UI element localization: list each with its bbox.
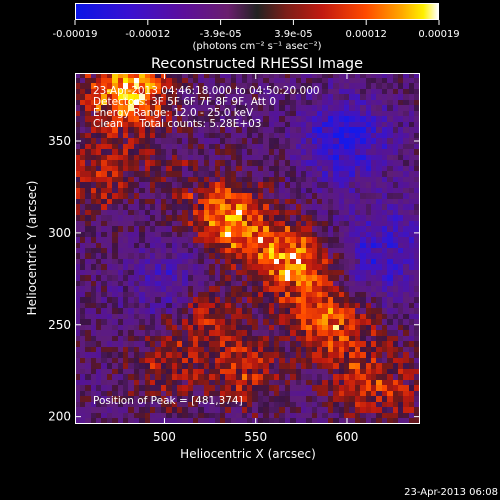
x-tick-label: 550 xyxy=(244,430,267,444)
plot-frame xyxy=(75,73,420,424)
x-tick-label: 600 xyxy=(336,430,359,444)
colorbar-unit-label: (photons cm⁻² s⁻¹ asec⁻²) xyxy=(192,41,321,52)
y-tick-label: 350 xyxy=(48,134,71,148)
annotation-clean-counts: Clean Total counts: 5.28E+03 xyxy=(93,118,262,130)
y-tick-label: 200 xyxy=(48,410,71,424)
colorbar-tick-label: -0.00012 xyxy=(125,29,170,40)
timestamp-area: 23-Apr-2013 06:08 xyxy=(404,487,498,498)
colorbar-tick-label: 3.9e-05 xyxy=(274,29,312,40)
timestamp: 23-Apr-2013 06:08 xyxy=(404,487,498,498)
annotation-detectors: Detectors: 3F 5F 6F 7F 8F 9F, Att 0 xyxy=(93,96,277,108)
title-area: Reconstructed RHESSI Image xyxy=(151,56,363,72)
chart-title: Reconstructed RHESSI Image xyxy=(151,56,363,72)
x-axis-label: Heliocentric X (arcsec) xyxy=(180,447,316,461)
annotation-energy-range: Energy Range: 12.0 - 25.0 keV xyxy=(93,107,254,119)
x-axis: 500 550 600 xyxy=(153,73,358,444)
colorbar-tick-label: 0.00012 xyxy=(346,29,387,40)
y-axis: 200 250 300 350 xyxy=(48,134,420,424)
colorbar xyxy=(75,3,439,20)
y-tick-label: 250 xyxy=(48,318,71,332)
annotation-peak-position: Position of Peak = [481,374] xyxy=(93,395,243,407)
x-tick-label: 500 xyxy=(153,430,176,444)
colorbar-tick-label: -0.00019 xyxy=(53,29,98,40)
y-axis-label: Heliocentric Y (arcsec) xyxy=(25,181,39,316)
colorbar-tick-label: -3.9e-05 xyxy=(200,29,242,40)
annotation-time-range: 23-Apr-2013 04:46:18.000 to 04:50:20.000 xyxy=(93,85,320,97)
heatmap-image xyxy=(75,73,420,424)
y-tick-label: 300 xyxy=(48,226,71,240)
colorbar-tick-label: 0.00019 xyxy=(418,29,459,40)
colorbar-axis: -0.00019 -0.00012 -3.9e-05 3.9e-05 0.00012 0.… xyxy=(53,20,460,52)
